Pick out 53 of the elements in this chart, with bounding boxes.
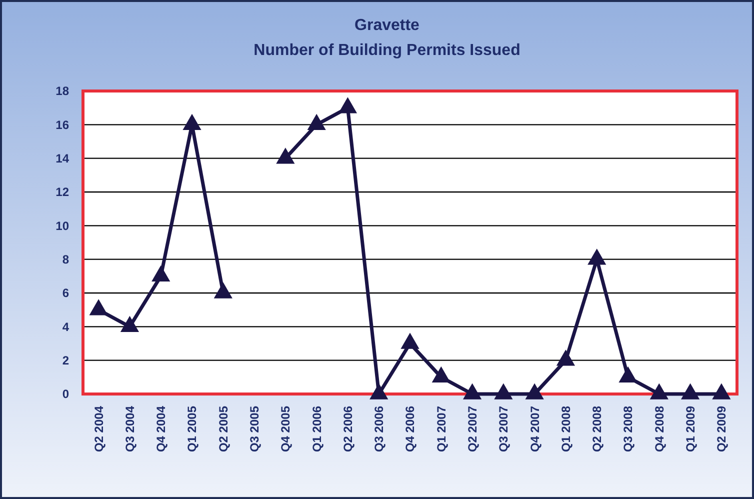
point <box>89 299 108 316</box>
x-tick-label: Q2 2009 <box>714 406 729 452</box>
x-tick-label: Q1 2005 <box>185 406 200 452</box>
point <box>120 316 140 332</box>
point <box>370 383 388 400</box>
point <box>400 332 420 349</box>
point <box>182 114 202 130</box>
x-tick-label: Q1 2007 <box>434 406 448 452</box>
point <box>338 97 358 114</box>
y-tick-label: 4 <box>62 320 70 334</box>
point <box>462 383 482 400</box>
x-tick-label: Q2 2004 <box>92 406 106 452</box>
y-tick-label: 16 <box>56 118 70 132</box>
x-tick-label: Q1 2008 <box>558 406 573 452</box>
chart-subtitle: Number of Building Permits Issued <box>254 42 520 59</box>
y-tick-label: 0 <box>62 387 70 402</box>
point <box>525 383 544 400</box>
x-tick-label: Q4 2004 <box>154 406 168 452</box>
x-tick-label: Q4 2008 <box>652 406 666 452</box>
point <box>307 114 326 130</box>
point <box>588 248 606 265</box>
x-tick-label: Q3 2008 <box>621 406 636 452</box>
y-tick-label: 12 <box>56 185 70 200</box>
y-tick-label: 2 <box>62 354 70 368</box>
y-tick-label: 14 <box>56 152 70 166</box>
point <box>152 265 170 282</box>
y-tick-label: 8 <box>62 252 70 267</box>
x-tick-label: Q2 2005 <box>216 406 230 452</box>
point <box>494 383 513 400</box>
point <box>432 366 450 383</box>
x-tick-label: Q1 2006 <box>310 406 324 452</box>
x-tick-label: Q4 2007 <box>528 406 542 452</box>
x-tick-label: Q2 2006 <box>340 406 355 452</box>
point <box>556 350 576 366</box>
chart-title: Gravette <box>354 17 420 34</box>
x-tick-label: Q3 2004 <box>122 406 137 452</box>
x-tick-label: Q3 2006 <box>372 406 386 452</box>
point <box>276 148 295 164</box>
y-tick-label: 18 <box>56 84 70 98</box>
x-tick-label: Q4 2006 <box>403 406 418 452</box>
point <box>650 383 668 400</box>
y-tick-label: 10 <box>56 218 70 233</box>
x-tick-label: Q3 2007 <box>496 406 511 452</box>
x-tick-label: Q3 2005 <box>247 406 262 452</box>
x-tick-label: Q2 2007 <box>465 406 480 452</box>
point <box>680 383 700 400</box>
point <box>712 383 731 400</box>
x-tick-label: Q4 2005 <box>278 406 293 452</box>
x-tick-label: Q1 2009 <box>683 406 698 452</box>
x-tick-label: Q2 2008 <box>590 406 604 452</box>
y-tick-label: 6 <box>62 286 70 300</box>
point <box>214 282 232 298</box>
point <box>618 366 638 383</box>
